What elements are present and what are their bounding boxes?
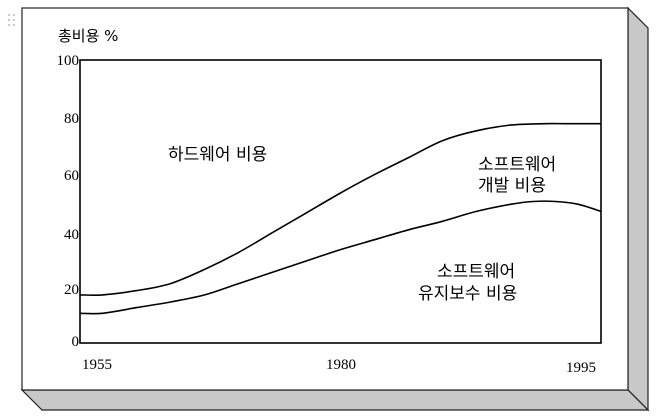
y-tick-80: 80 [64, 111, 79, 127]
x-tick-1995: 1995 [566, 360, 596, 376]
y-tick-60: 60 [64, 168, 79, 184]
frame-shadow-right [627, 6, 649, 412]
plot-area [79, 59, 602, 344]
region-label-software-maint-line2: 유지보수 비용 [418, 284, 517, 304]
x-tick-1955: 1955 [82, 357, 112, 373]
y-tick-0: 0 [72, 334, 80, 350]
y-tick-20: 20 [64, 282, 79, 298]
x-tick-labels: 1955 1980 1995 [82, 357, 596, 376]
region-label-software-dev-line2: 개발 비용 [478, 176, 546, 196]
y-tick-40: 40 [64, 227, 79, 243]
frame-shadow-bottom [20, 389, 650, 411]
x-tick-1980: 1980 [326, 357, 356, 373]
drag-handle-icon[interactable] [8, 14, 15, 26]
y-tick-100: 100 [57, 53, 80, 69]
hardware-software-boundary-line [79, 122, 601, 297]
development-maintenance-boundary-line [79, 200, 602, 315]
frame-face [21, 7, 629, 391]
region-label-software-maint-line1: 소프트웨어 [437, 262, 515, 282]
y-tick-labels: 0 20 40 60 80 100 [57, 53, 80, 350]
y-axis-label: 총비용 % [58, 27, 118, 45]
region-label-hardware: 하드웨어 비용 [168, 145, 267, 165]
region-label-software-dev-line1: 소프트웨어 [478, 155, 556, 175]
